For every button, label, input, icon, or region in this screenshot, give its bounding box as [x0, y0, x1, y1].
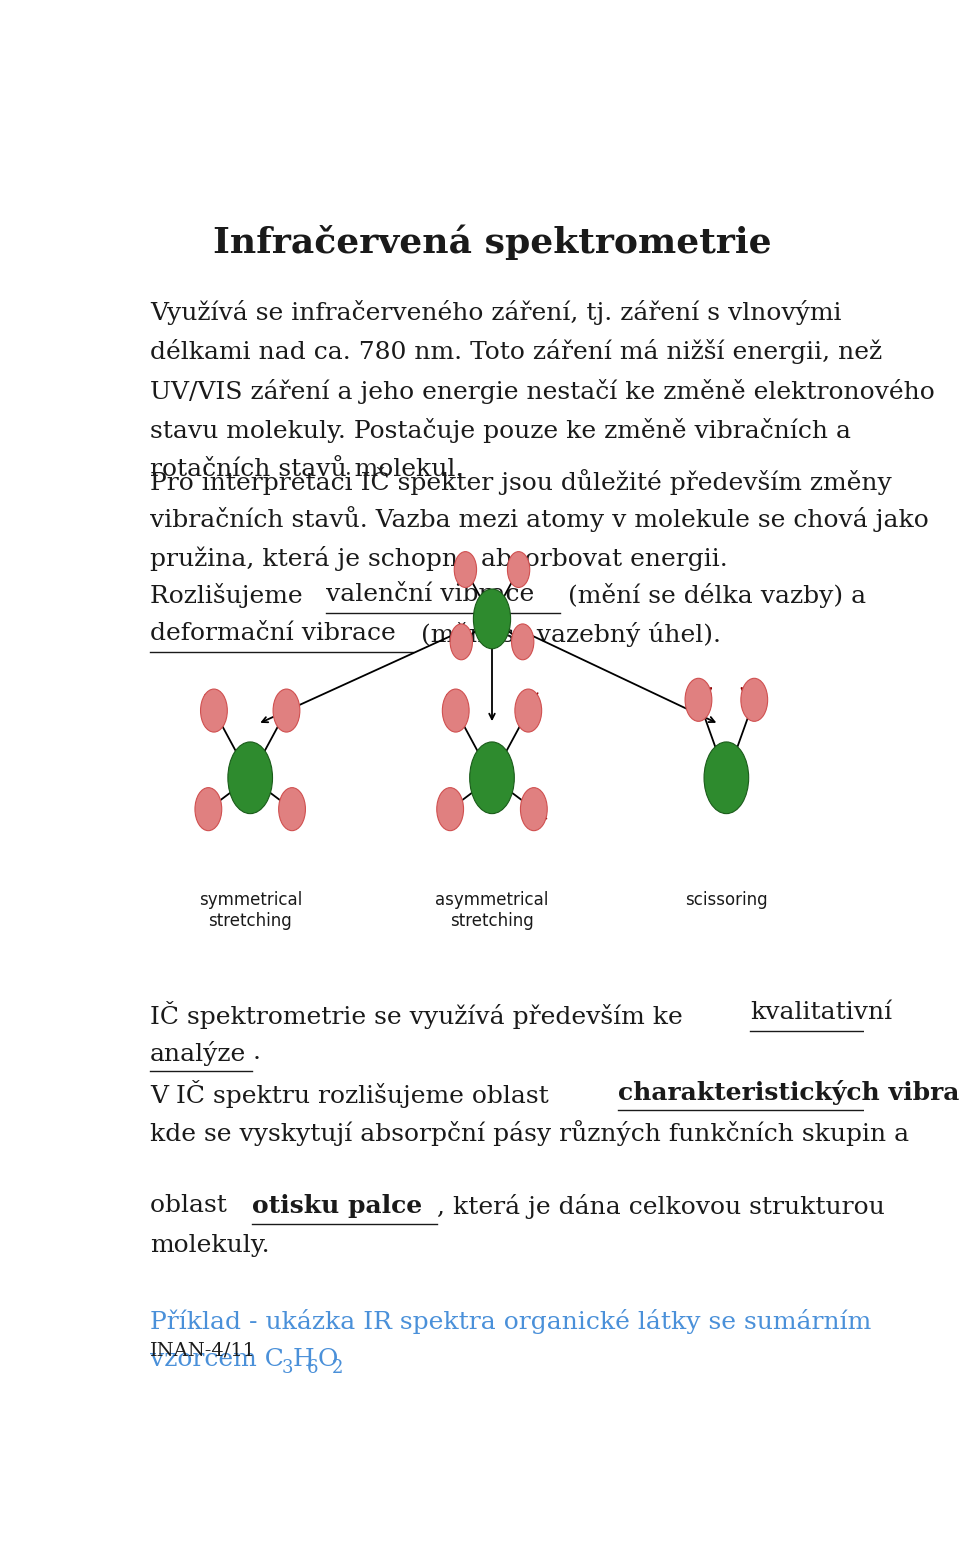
Text: pružina, která je schopna absorbovat energii.: pružina, která je schopna absorbovat ene… [150, 546, 728, 571]
Text: stavu molekuly. Postačuje pouze ke změně vibračních a: stavu molekuly. Postačuje pouze ke změně… [150, 417, 851, 442]
Text: kvalitativní: kvalitativní [751, 1001, 893, 1024]
Circle shape [228, 742, 273, 813]
Circle shape [273, 689, 300, 733]
Circle shape [278, 788, 305, 830]
Text: délkami nad ca. 780 nm. Toto záření má nižší energii, než: délkami nad ca. 780 nm. Toto záření má n… [150, 340, 882, 365]
Text: kde se vyskytují absorpční pásy různých funkčních skupin a: kde se vyskytují absorpční pásy různých … [150, 1119, 909, 1145]
Text: (mění se vazebný úhel).: (mění se vazebný úhel). [414, 622, 721, 647]
Text: vzorcem C: vzorcem C [150, 1349, 283, 1372]
Text: .: . [252, 1041, 260, 1063]
Text: , která je dána celkovou strukturou: , která je dána celkovou strukturou [437, 1195, 884, 1220]
Text: asymmetrical
stretching: asymmetrical stretching [435, 891, 549, 930]
Circle shape [443, 689, 469, 733]
Text: IČ spektrometrie se využívá především ke: IČ spektrometrie se využívá především ke [150, 1001, 690, 1029]
Text: V IČ spektru rozlišujeme oblast: V IČ spektru rozlišujeme oblast [150, 1080, 557, 1108]
Circle shape [512, 624, 534, 660]
Text: Infračervená spektrometrie: Infračervená spektrometrie [213, 225, 771, 261]
Circle shape [473, 588, 511, 649]
Text: H: H [292, 1349, 314, 1372]
Text: rotačních stavů molekul.: rotačních stavů molekul. [150, 458, 463, 481]
Text: charakteristických vibrací,: charakteristických vibrací, [618, 1080, 960, 1105]
Circle shape [195, 788, 222, 830]
Text: 6: 6 [307, 1360, 319, 1377]
Circle shape [741, 678, 768, 722]
Text: Příklad - ukázka IR spektra organické látky se sumárním: Příklad - ukázka IR spektra organické lá… [150, 1308, 871, 1333]
Text: O: O [318, 1349, 338, 1372]
Text: molekuly.: molekuly. [150, 1234, 270, 1257]
Text: analýze: analýze [150, 1041, 246, 1066]
Text: oblast: oblast [150, 1195, 234, 1217]
Circle shape [515, 689, 541, 733]
Text: symmetrical
stretching: symmetrical stretching [199, 891, 301, 930]
Text: 2: 2 [332, 1360, 344, 1377]
Text: scissoring: scissoring [685, 891, 768, 909]
Circle shape [508, 551, 530, 588]
Text: 3: 3 [281, 1360, 293, 1377]
Circle shape [685, 678, 712, 722]
Text: UV/VIS záření a jeho energie nestačí ke změně elektronového: UV/VIS záření a jeho energie nestačí ke … [150, 379, 934, 404]
Circle shape [201, 689, 228, 733]
Circle shape [520, 788, 547, 830]
Text: (mění se délka vazby) a: (mění se délka vazby) a [560, 584, 866, 608]
Text: Využívá se infračerveného záření, tj. záření s vlnovými: Využívá se infračerveného záření, tj. zá… [150, 300, 841, 324]
Text: valenční vibrace: valenční vibrace [325, 584, 534, 605]
Text: deformační vibrace: deformační vibrace [150, 622, 396, 646]
Circle shape [469, 742, 515, 813]
Circle shape [704, 742, 749, 813]
Text: Rozlišujeme: Rozlišujeme [150, 584, 310, 608]
Text: otisku palce: otisku palce [252, 1195, 422, 1218]
Circle shape [454, 551, 476, 588]
Circle shape [437, 788, 464, 830]
Text: Pro interpretaci IČ spekter jsou důležité především změny: Pro interpretaci IČ spekter jsou důležit… [150, 467, 892, 495]
Text: INAN-4/11: INAN-4/11 [150, 1342, 256, 1360]
Circle shape [450, 624, 472, 660]
Text: vibračních stavů. Vazba mezi atomy v molekule se chová jako: vibračních stavů. Vazba mezi atomy v mol… [150, 506, 928, 532]
